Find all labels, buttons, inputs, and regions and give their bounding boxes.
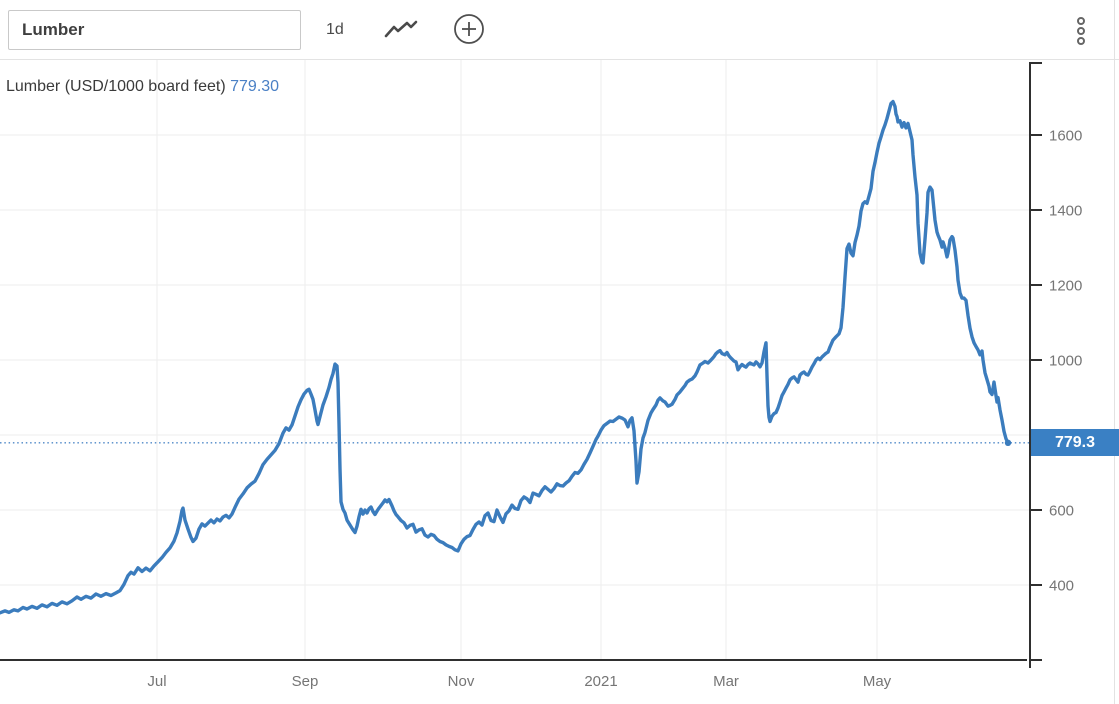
chart-title-price: 779.30	[230, 78, 280, 95]
timeframe-button[interactable]: 1d	[326, 21, 344, 38]
symbol-search-input[interactable]	[8, 10, 301, 50]
y-axis-label: 600	[1049, 503, 1074, 520]
y-axis-label: 1200	[1049, 278, 1082, 295]
x-axis-label: 2021	[584, 673, 617, 690]
window-right-border	[1114, 0, 1115, 704]
price-chart-svg[interactable]: 1600 1400 1200 1000 600 400 Jul Sep Nov 2021 Mar Ma…	[0, 60, 1119, 704]
chart-title-text: Lumber (USD/1000 board feet)	[6, 78, 226, 95]
chart-area[interactable]: 1600 1400 1200 1000 600 400 Jul Sep Nov 2021 Mar Ma…	[0, 60, 1119, 704]
y-axis-label: 400	[1049, 578, 1074, 595]
y-axis-label: 1000	[1049, 353, 1082, 370]
x-axis-label: May	[863, 673, 892, 690]
last-price-point	[1004, 439, 1012, 446]
x-axis-label: Sep	[292, 673, 319, 690]
x-axis-label: Jul	[147, 673, 166, 690]
y-axis-label: 1600	[1049, 128, 1082, 145]
add-compare-icon[interactable]	[452, 12, 486, 46]
y-axis-label: 1400	[1049, 203, 1082, 220]
chart-type-line-icon[interactable]	[384, 18, 418, 42]
more-options-menu-icon[interactable]	[1071, 14, 1091, 48]
chart-title: Lumber (USD/1000 board feet) 779.30	[6, 78, 279, 96]
toolbar: 1d	[0, 0, 1119, 60]
current-price-label: 779.3	[1031, 429, 1119, 456]
x-axis-label: Nov	[448, 673, 475, 690]
price-line-series	[0, 99, 1010, 615]
x-axis-label: Mar	[713, 673, 739, 690]
